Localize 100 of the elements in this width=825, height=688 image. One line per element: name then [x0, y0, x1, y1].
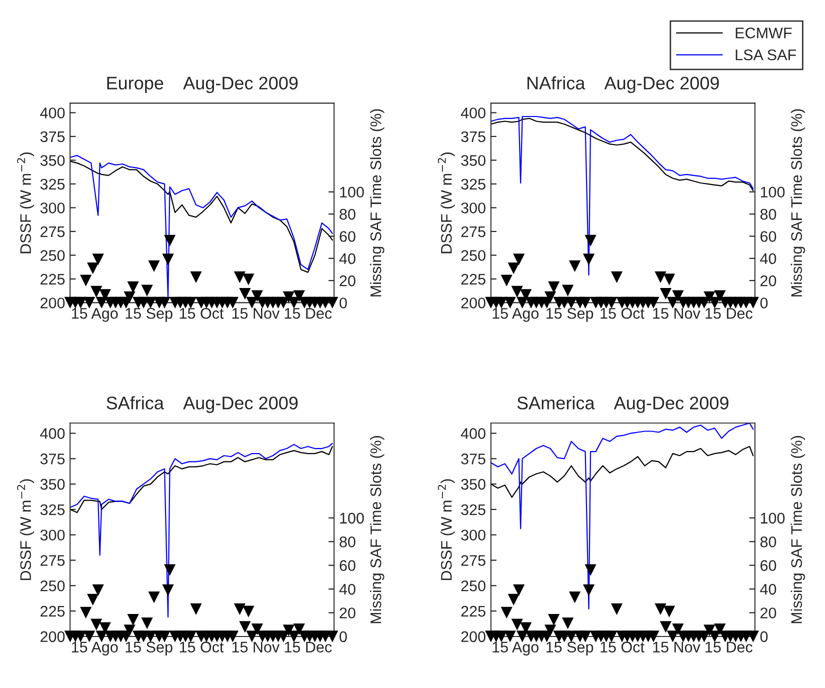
y-tick-label: 325	[461, 178, 486, 190]
point	[239, 621, 251, 633]
point	[162, 254, 174, 266]
y2-tick-label: 80	[340, 208, 356, 220]
point	[714, 623, 726, 636]
line-series	[70, 446, 333, 514]
point	[234, 271, 246, 284]
line-series	[490, 446, 754, 498]
y2-tick-label: 20	[760, 608, 776, 618]
y-tick-label: 275	[40, 555, 65, 566]
point	[84, 296, 96, 309]
y2-tick-label: 40	[339, 253, 356, 264]
x-tick-label: 15 Dec	[706, 642, 752, 652]
point	[74, 630, 86, 642]
y2-axis-title: Missing SAF Time Slots (%)	[370, 109, 384, 296]
point	[226, 630, 239, 642]
y2-tick-label: 80	[760, 208, 776, 220]
point	[190, 271, 202, 284]
point	[80, 274, 92, 286]
point	[92, 584, 104, 596]
point	[508, 594, 520, 606]
y-tick-label: 275	[40, 226, 65, 238]
chart-title: NAfrica Aug-Dec 2009	[528, 76, 719, 94]
chart-title: SAmerica Aug-Dec 2009	[517, 396, 728, 413]
point	[500, 606, 512, 619]
point	[80, 606, 92, 619]
point	[148, 591, 160, 604]
line-series	[490, 118, 754, 192]
point	[87, 262, 99, 274]
y-tick-label: 250	[461, 580, 486, 592]
point	[565, 296, 578, 309]
x-tick-label: 15 Oct	[600, 642, 644, 652]
point	[74, 296, 86, 309]
x-tick-label: 15 Sep	[126, 308, 172, 322]
point	[162, 584, 174, 596]
y2-tick-label: 20	[760, 275, 776, 286]
line-series	[490, 116, 754, 276]
x-tick-label: 15 Ago	[72, 308, 118, 322]
point	[124, 624, 136, 636]
y-tick-label: 400	[40, 108, 65, 118]
point	[579, 296, 592, 309]
point	[511, 618, 523, 630]
x-tick-label: 15 Dec	[284, 308, 332, 319]
y-tick-label: 225	[461, 274, 486, 285]
point	[242, 274, 254, 286]
point	[582, 584, 595, 596]
y-axis-title: DSSF (W m$^{−2}$)	[438, 152, 455, 254]
point	[124, 291, 136, 303]
point	[672, 290, 684, 302]
point	[141, 618, 153, 630]
point	[288, 630, 300, 642]
x-tick-label: 15 Nov	[653, 308, 700, 319]
point	[326, 630, 338, 642]
point	[513, 254, 525, 266]
x-tick-label: 15 Ago	[72, 642, 118, 656]
point	[164, 234, 176, 246]
y-tick-label: 275	[461, 555, 486, 566]
y2-tick-label: 100	[340, 186, 364, 198]
point	[239, 288, 251, 300]
point	[84, 630, 96, 642]
y-tick-label: 400	[460, 108, 486, 118]
y2-tick-label: 40	[760, 584, 776, 595]
y2-tick-label: 60	[760, 560, 776, 571]
y2-tick-label: 100	[760, 512, 785, 524]
y2-tick-label: 80	[340, 536, 356, 548]
point	[251, 290, 264, 302]
y-axis-title: DSSF (W m$^{−2}$)	[17, 479, 34, 580]
x-tick-label: 15 Ago	[492, 308, 539, 322]
point	[548, 614, 560, 626]
point	[654, 603, 666, 615]
y-tick-label: 300	[40, 530, 65, 541]
y2-tick-label: 0	[340, 631, 347, 642]
x-tick-label: 15 Ago	[492, 642, 539, 656]
point	[584, 234, 596, 246]
y-axis-title: DSSF (W m$^{−2}$)	[17, 152, 34, 254]
y-tick-label: 250	[40, 580, 65, 592]
point	[144, 630, 156, 642]
point	[326, 296, 338, 309]
chart-title: Europe Aug-Dec 2009	[107, 76, 298, 94]
point	[148, 260, 160, 272]
point	[234, 603, 246, 615]
line-series	[70, 160, 333, 273]
point	[144, 296, 156, 309]
y2-tick-label: 0	[760, 298, 768, 308]
y2-tick-label: 60	[340, 560, 356, 571]
point	[584, 564, 596, 576]
y-tick-label: 375	[40, 131, 65, 142]
y-axis-title: DSSF (W m$^{−2}$)	[438, 479, 455, 580]
x-tick-label: 15 Oct	[600, 308, 644, 319]
y-tick-label: 400	[460, 428, 486, 439]
chart-title: SAfrica Aug-Dec 2009	[106, 396, 298, 413]
point	[92, 254, 104, 266]
point	[747, 630, 759, 642]
x-tick-label: 15 Sep	[126, 642, 172, 656]
point	[511, 286, 523, 298]
y-tick-label: 400	[40, 428, 65, 439]
point	[504, 296, 516, 309]
y-tick-label: 350	[461, 478, 486, 490]
point	[568, 591, 581, 604]
point	[251, 623, 264, 636]
